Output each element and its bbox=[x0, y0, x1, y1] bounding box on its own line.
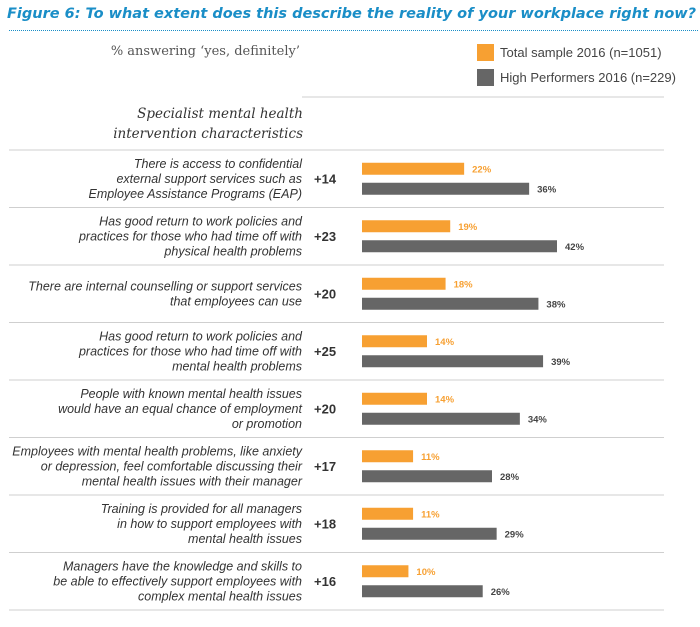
category-label: practices for those who had time off wit… bbox=[78, 229, 302, 243]
difference-label: +20 bbox=[314, 401, 336, 416]
legend-label-total-sample: Total sample 2016 (n=1051) bbox=[500, 44, 662, 60]
data-label-high-performers: 36% bbox=[537, 184, 557, 195]
data-label-high-performers: 39% bbox=[551, 357, 571, 368]
legend-swatch-total-sample bbox=[477, 43, 494, 61]
difference-label: +23 bbox=[314, 229, 336, 244]
difference-label: +20 bbox=[314, 286, 336, 301]
bar-high-performers bbox=[362, 240, 557, 253]
category-label: mental health issues with their manager bbox=[82, 474, 303, 488]
difference-label: +18 bbox=[314, 516, 336, 531]
category-label: that employees can use bbox=[170, 294, 302, 308]
bar-total-sample bbox=[362, 450, 414, 463]
difference-label: +25 bbox=[314, 344, 336, 359]
category-label: physical health problems bbox=[163, 244, 302, 258]
category-label: mental health issues bbox=[188, 532, 302, 546]
category-label: There is access to confidential bbox=[134, 157, 303, 171]
bar-high-performers bbox=[362, 297, 539, 310]
bar-high-performers bbox=[362, 182, 530, 195]
bar-high-performers bbox=[362, 355, 544, 368]
data-label-total-sample: 14% bbox=[435, 394, 455, 405]
difference-label: +17 bbox=[314, 459, 336, 474]
legend-label-high-performers: High Performers 2016 (n=229) bbox=[500, 69, 676, 85]
title-divider bbox=[9, 30, 698, 31]
bar-total-sample bbox=[362, 565, 409, 578]
category-label: Has good return to work policies and bbox=[99, 214, 303, 228]
legend-item-total-sample: Total sample 2016 (n=1051) bbox=[477, 42, 662, 62]
data-label-total-sample: 22% bbox=[472, 164, 492, 175]
bar-total-sample bbox=[362, 392, 427, 405]
bar-high-performers bbox=[362, 470, 492, 483]
bar-total-sample bbox=[362, 220, 451, 233]
category-label: Employee Assistance Programs (EAP) bbox=[88, 187, 302, 201]
data-label-total-sample: 10% bbox=[416, 567, 436, 578]
data-label-total-sample: 14% bbox=[435, 337, 455, 348]
difference-label: +14 bbox=[314, 171, 337, 186]
figure-title: Figure 6: To what extent does this descr… bbox=[7, 6, 697, 22]
bar-total-sample bbox=[362, 162, 465, 175]
category-label: Has good return to work policies and bbox=[99, 329, 303, 343]
chart-subtitle: % answering ‘yes, definitely’ bbox=[110, 44, 300, 59]
bar-total-sample bbox=[362, 277, 446, 290]
data-label-total-sample: 18% bbox=[454, 279, 474, 290]
category-label: would have an equal chance of employment bbox=[58, 402, 302, 416]
data-label-high-performers: 26% bbox=[491, 587, 511, 598]
data-label-total-sample: 11% bbox=[421, 452, 440, 463]
category-label: Employees with mental health problems, l… bbox=[12, 444, 302, 458]
category-label: Training is provided for all managers bbox=[101, 502, 302, 516]
difference-label: +16 bbox=[314, 574, 336, 589]
bar-high-performers bbox=[362, 527, 497, 540]
data-label-high-performers: 42% bbox=[565, 242, 585, 253]
legend-item-high-performers: High Performers 2016 (n=229) bbox=[477, 67, 676, 87]
bar-total-sample bbox=[362, 507, 414, 520]
data-label-high-performers: 38% bbox=[546, 299, 566, 310]
bar-high-performers bbox=[362, 585, 483, 598]
category-label: be able to effectively support employees… bbox=[53, 574, 302, 588]
category-label: Managers have the knowledge and skills t… bbox=[63, 559, 302, 573]
category-label: external support services such as bbox=[116, 172, 302, 186]
data-label-high-performers: 29% bbox=[505, 529, 525, 540]
category-label: complex mental health issues bbox=[138, 589, 302, 603]
legend-swatch-high-performers bbox=[477, 68, 494, 86]
section-header: Specialist mental health intervention ch… bbox=[113, 106, 303, 142]
category-label: or promotion bbox=[232, 417, 302, 431]
category-label: or depression, feel comfortable discussi… bbox=[41, 459, 303, 473]
bar-total-sample bbox=[362, 335, 427, 348]
category-label: in how to support employees with bbox=[117, 517, 302, 531]
category-label: mental health problems bbox=[172, 359, 302, 373]
category-label: practices for those who had time off wit… bbox=[78, 344, 302, 358]
category-label: There are internal counselling or suppor… bbox=[28, 279, 302, 293]
bar-high-performers bbox=[362, 412, 520, 425]
data-label-total-sample: 11% bbox=[421, 509, 440, 520]
data-label-high-performers: 28% bbox=[500, 472, 520, 483]
data-label-total-sample: 19% bbox=[458, 222, 478, 233]
data-label-high-performers: 34% bbox=[528, 414, 548, 425]
category-label: People with known mental health issues bbox=[80, 387, 302, 401]
